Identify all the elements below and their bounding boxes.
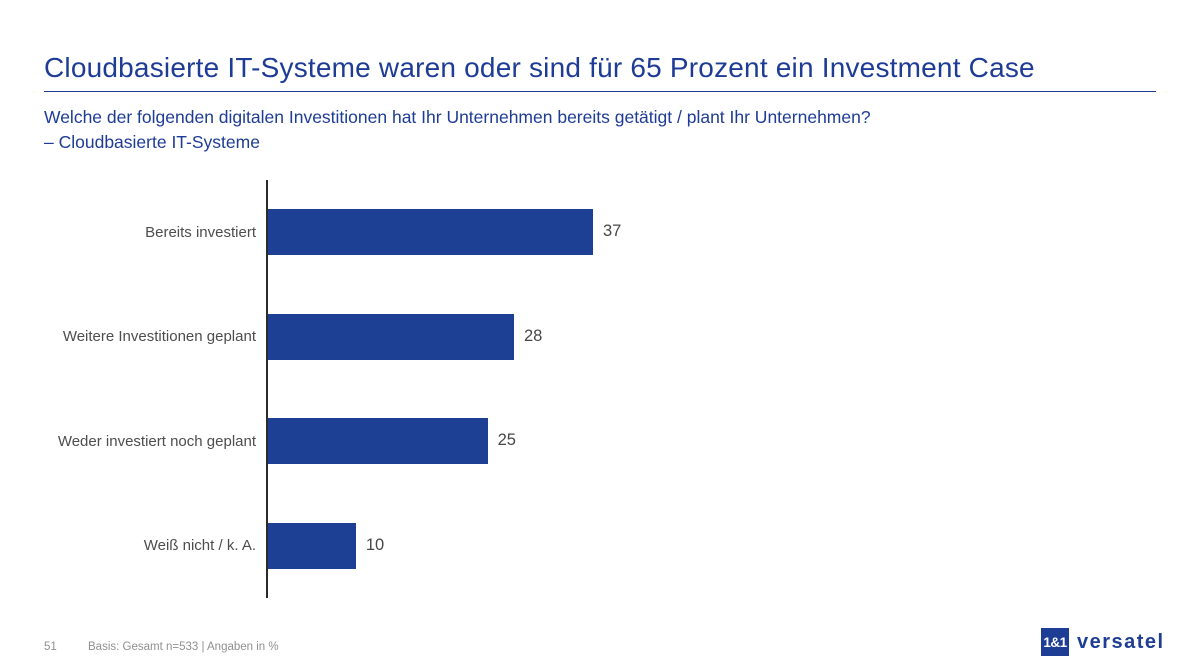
subtitle-line-2: – Cloudbasierte IT-Systeme [44,132,260,152]
page-number: 51 [44,641,57,653]
value-label: 37 [603,222,622,241]
logo-1und1-icon: 1&1 [1041,628,1069,656]
horizontal-bar-chart: Bereits investiert 37 Weitere Investitione… [0,180,1200,598]
bar-row: Weder investiert noch geplant 25 [0,389,1200,494]
category-label: Weitere Investitionen geplant [62,328,256,346]
slide-footer: 51 Basis: Gesamt n=533 | Angaben in % [44,641,279,653]
logo-wordmark-versatel: versatel [1077,630,1165,653]
category-label: Weiß nicht / k. A. [143,537,256,555]
basis-note: Basis: Gesamt n=533 | Angaben in % [88,641,279,653]
category-label: Bereits investiert [145,223,256,241]
bar-row: Weiß nicht / k. A. 10 [0,494,1200,599]
bar-row: Weitere Investitionen geplant 28 [0,285,1200,390]
value-label: 10 [365,535,385,554]
title-underline [44,91,1156,92]
y-axis-line [266,180,268,598]
value-label: 25 [497,431,516,450]
bar [268,522,356,569]
company-logo: 1&1 versatel [1041,628,1165,656]
bar [268,313,514,360]
slide-title: Cloudbasierte IT-Systeme waren oder sind… [44,52,1035,83]
value-label: 28 [523,326,543,345]
bar-row: Bereits investiert 37 [0,180,1200,285]
bar [268,209,593,256]
bar [268,418,488,465]
subtitle-line-1: Welche der folgenden digitalen Investiti… [44,107,871,127]
category-label: Weder investiert noch geplant [57,432,256,450]
slide-subtitle: Welche der folgenden digitalen Investiti… [44,105,871,155]
